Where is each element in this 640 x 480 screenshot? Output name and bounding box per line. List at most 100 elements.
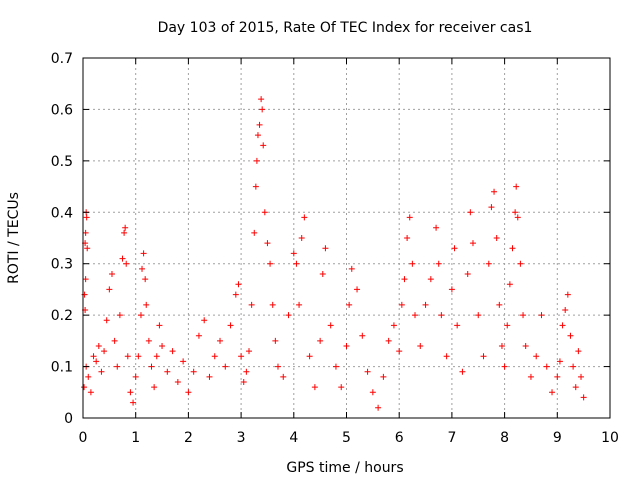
data-point [493,235,500,241]
data-point [348,265,355,272]
data-point [396,348,403,355]
data-point [580,394,587,401]
data-point [570,363,577,370]
data-point [501,363,508,370]
y-tick-label: 0.2 [51,308,73,324]
data-point [451,245,458,252]
data-point [517,260,524,267]
data-point [261,209,268,216]
x-tick-label: 2 [184,430,193,446]
data-point [180,358,187,365]
data-point [87,389,94,396]
data-point [217,337,224,344]
data-point [264,240,271,247]
data-point [83,214,90,221]
data-point [412,312,419,319]
data-point [267,260,274,267]
data-point [520,312,527,319]
data-point [201,317,208,324]
data-point [159,343,166,349]
data-point [119,255,126,262]
data-point [433,224,440,231]
data-point [427,276,434,283]
data-point [259,106,266,113]
data-point [114,363,121,370]
x-tick-label: 3 [237,430,246,446]
x-tick-label: 10 [601,430,619,446]
data-point [332,363,339,370]
data-point [101,348,108,355]
grid-lines [83,58,610,418]
data-point [513,183,520,190]
data-point [509,245,516,252]
data-point [254,132,261,139]
data-point [252,183,259,190]
data-point [174,379,181,385]
data-point [322,245,329,252]
data-point [124,353,131,360]
data-point [475,312,482,319]
data-point [82,276,89,283]
x-tick-label: 1 [131,430,140,446]
data-points [81,96,587,411]
data-point [488,204,495,211]
data-point [301,214,308,221]
y-tick-label: 0.7 [51,51,73,67]
data-point [227,322,234,329]
data-point [469,240,476,247]
data-point [498,343,505,349]
data-point [195,332,202,339]
data-point [556,358,563,365]
data-point [151,384,158,391]
data-point [364,368,371,375]
data-point [153,353,160,360]
data-point [130,399,137,406]
data-point [148,363,155,370]
data-point [380,373,387,380]
data-point [298,235,305,241]
data-point [185,389,192,396]
data-point [90,353,97,360]
data-point [306,353,313,360]
data-point [139,265,146,272]
y-tick-label: 0 [64,411,73,427]
axes [82,57,611,419]
data-point [137,312,144,319]
data-point [135,353,142,360]
data-point [269,301,276,308]
data-point [243,368,250,375]
data-point [246,348,253,355]
data-point [260,142,267,149]
data-point [132,373,139,380]
data-point [280,373,287,380]
data-point [404,235,411,241]
data-point [578,373,585,380]
data-point [251,229,258,236]
data-point [338,384,345,391]
x-tick-label: 6 [395,430,404,446]
data-point [512,209,519,216]
data-point [256,121,263,128]
x-tick-label: 5 [342,430,351,446]
data-point [95,343,102,349]
data-point [559,322,566,329]
data-point [240,379,247,385]
data-point [343,343,350,349]
data-point [417,343,424,349]
data-point [121,229,128,236]
data-point [232,291,239,298]
data-point [390,322,397,329]
data-point [567,332,574,339]
data-point [93,358,100,365]
data-point [111,337,118,344]
data-point [385,337,392,344]
data-point [169,348,176,355]
data-point [145,337,152,344]
data-point [116,312,123,319]
data-point [81,291,88,298]
data-point [422,301,429,308]
data-point [375,404,382,411]
data-point [564,291,571,298]
data-point [190,368,197,375]
